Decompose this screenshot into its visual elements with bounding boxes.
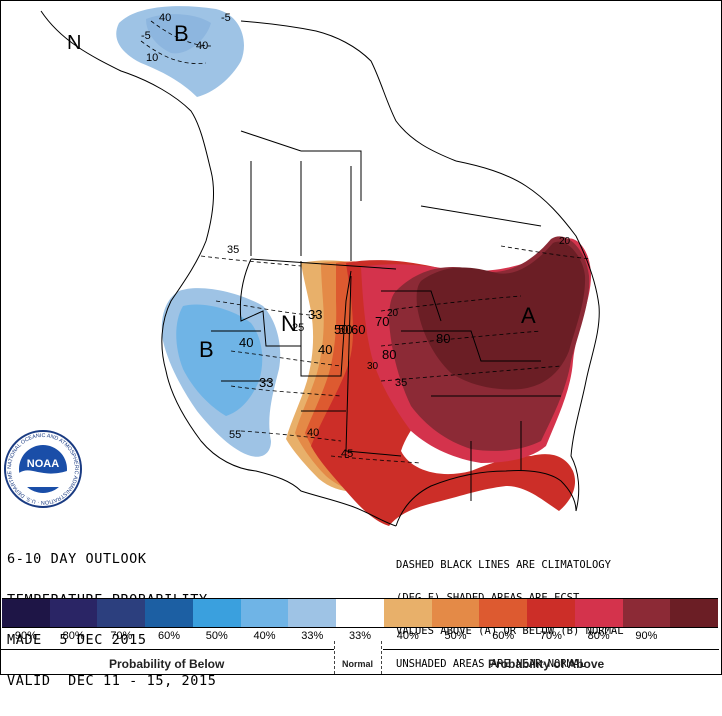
alaska-below-label: B [174,21,189,46]
legend-swatch [574,599,623,627]
legend-swatch [240,599,289,627]
contour-label: 40 [318,342,332,357]
outlook-made-date: MADE 5 DEC 2015 [7,632,147,648]
climatology-lines [140,20,592,464]
above-core-region [416,241,586,390]
contour-label: 45 [341,448,353,460]
note-line: DASHED BLACK LINES ARE CLIMATOLOGY [396,559,611,571]
note-line: UNSHADED AREAS ARE NEAR-NORMAL [396,658,586,670]
legend-swatch [479,599,528,627]
contour-label: 70 [375,314,389,329]
contour-label: 25 [292,322,304,334]
legend-label: 70% [539,630,562,642]
legend-label: 40% [396,630,419,642]
legend-swatch [336,599,384,627]
normal-caption: Normal [342,659,374,669]
temperature-outlook-map: B N B N A -5 40 40 -5 10 35 25 33 40 33 … [40,6,600,527]
note-line: VALUES ABOVE (A) OR BELOW (B) NORMAL [396,625,624,637]
contour-label: 55 [229,429,241,441]
legend-label: 33% [348,630,372,642]
contour-label: 40 [159,12,171,24]
contour-label: 80 [382,347,396,362]
legend-label: 60% [158,630,181,642]
contour-label: 33 [259,375,273,390]
probability-legend-bar [2,598,719,628]
legend-label [670,630,718,642]
noaa-logo: NATIONAL OCEANIC AND ATMOSPHERIC ADMINIS… [3,429,82,508]
legend-swatch [622,599,671,627]
contour-label: 10 [146,52,158,64]
outlook-valid-dates: VALID DEC 11 - 15, 2015 [7,672,217,689]
rockies-normal-label: N [281,311,297,336]
normal-divider-left [334,641,335,674]
legend-swatch [527,599,575,627]
contour-label: 33 [308,307,322,322]
west-below-label: B [199,337,214,362]
legend-swatch [97,599,146,627]
legend-label: 60% [492,630,515,642]
contour-label: 50 [338,322,352,337]
legend-label: 80% [587,630,610,642]
legend-swatch [383,599,432,627]
contour-label: 30 [367,361,379,372]
east-above-label: A [521,303,536,328]
legend-label: 90% [14,630,37,642]
legend-swatch [670,599,719,627]
normal-divider-right [381,641,382,674]
contour-label: 50 [334,322,348,337]
contour-label: 40 [239,335,253,350]
alaska-normal-label: N [67,32,81,54]
above-caption: Probability of Above [488,657,605,671]
map-label-group: B N B N A -5 40 40 -5 10 35 25 33 40 33 … [67,12,571,460]
legend-swatch [49,599,98,627]
contour-label: 60 [351,322,365,337]
legend-label: 40% [253,630,276,642]
contour-label: 40 [307,427,319,439]
below-caption-line [1,649,334,650]
legend-swatch [431,599,480,627]
legend-label: 80% [62,630,85,642]
legend-label: 90% [635,630,658,642]
below-caption: Probability of Below [109,657,225,671]
legend-swatch [145,599,193,627]
legend-label: 70% [110,630,133,642]
noaa-logo-text: NOAA [27,458,59,470]
legend-swatch [192,599,241,627]
contour-label: 35 [395,377,407,389]
contour-label: 40 [196,40,208,52]
contour-label: 80 [436,331,450,346]
contour-label: 20 [559,236,571,247]
outlook-map-frame: B N B N A -5 40 40 -5 10 35 25 33 40 33 … [0,0,722,687]
legend-label: 33% [301,630,324,642]
contour-label: 20 [387,308,399,319]
legend-swatch [2,599,50,627]
contour-label: 35 [227,244,239,256]
outlook-title: 6-10 DAY OUTLOOK [7,551,147,567]
probability-legend-labels: 90% 80% 70% 60% 50% 40% 33% 33% 40% 50% 60% 70% 80% 9… [2,630,718,642]
contour-label: -5 [141,30,151,42]
boundary-lines [40,10,600,527]
above-caption-line [383,649,719,650]
legend-label: 50% [444,630,467,642]
west-below-inner [176,304,263,416]
legend-swatch [288,599,337,627]
contour-label: -5 [221,12,231,24]
legend-label: 50% [205,630,228,642]
